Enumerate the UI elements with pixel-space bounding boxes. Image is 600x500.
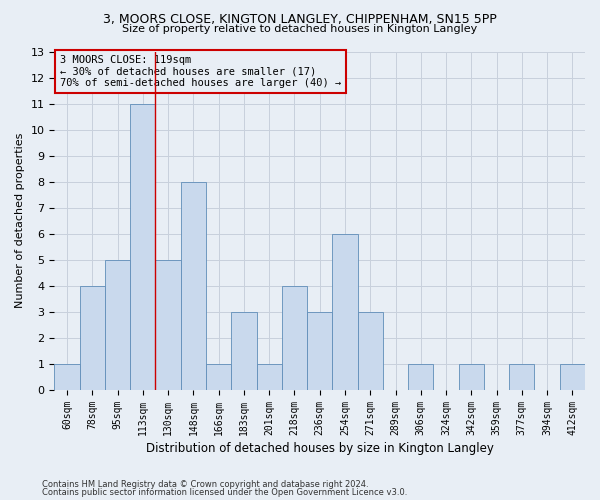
Bar — [155, 260, 181, 390]
Text: 3, MOORS CLOSE, KINGTON LANGLEY, CHIPPENHAM, SN15 5PP: 3, MOORS CLOSE, KINGTON LANGLEY, CHIPPEN… — [103, 12, 497, 26]
Bar — [231, 312, 257, 390]
Bar — [509, 364, 535, 390]
Text: Contains HM Land Registry data © Crown copyright and database right 2024.: Contains HM Land Registry data © Crown c… — [42, 480, 368, 489]
Bar — [408, 364, 433, 390]
Bar — [55, 364, 80, 390]
Bar — [130, 104, 155, 390]
X-axis label: Distribution of detached houses by size in Kington Langley: Distribution of detached houses by size … — [146, 442, 494, 455]
Y-axis label: Number of detached properties: Number of detached properties — [15, 133, 25, 308]
Bar — [332, 234, 358, 390]
Bar — [80, 286, 105, 390]
Bar — [181, 182, 206, 390]
Bar — [257, 364, 282, 390]
Bar — [560, 364, 585, 390]
Text: 3 MOORS CLOSE: 119sqm
← 30% of detached houses are smaller (17)
70% of semi-deta: 3 MOORS CLOSE: 119sqm ← 30% of detached … — [60, 55, 341, 88]
Bar — [358, 312, 383, 390]
Bar — [282, 286, 307, 390]
Text: Contains public sector information licensed under the Open Government Licence v3: Contains public sector information licen… — [42, 488, 407, 497]
Bar — [206, 364, 231, 390]
Bar — [458, 364, 484, 390]
Text: Size of property relative to detached houses in Kington Langley: Size of property relative to detached ho… — [122, 24, 478, 34]
Bar — [105, 260, 130, 390]
Bar — [307, 312, 332, 390]
